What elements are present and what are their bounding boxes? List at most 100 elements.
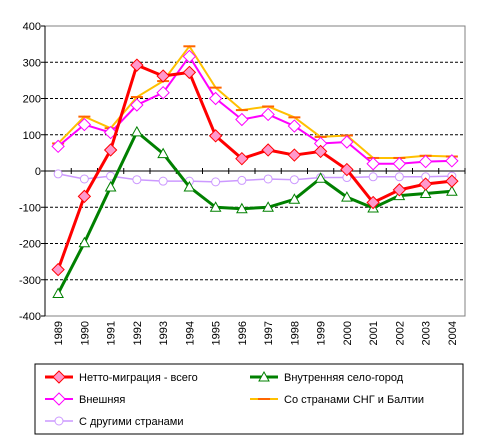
legend-item: Внешняя: [45, 392, 125, 406]
x-tick-label: 2000: [342, 321, 354, 345]
y-tick-label: 0: [35, 166, 41, 178]
series-5: [53, 169, 457, 187]
data-point: [78, 236, 91, 248]
data-point: [263, 174, 273, 184]
data-point: [445, 174, 459, 188]
data-point: [289, 175, 299, 185]
data-point: [340, 135, 354, 149]
data-point: [235, 112, 249, 127]
x-tick-label: 1993: [158, 321, 170, 345]
data-point: [313, 144, 328, 159]
data-point: [366, 195, 380, 210]
data-point: [209, 201, 222, 212]
x-tick-label: 1998: [289, 321, 301, 345]
data-point: [418, 177, 433, 191]
legend-label: С другими странами: [79, 416, 184, 428]
data-point: [288, 193, 301, 204]
x-tick-label: 1995: [211, 321, 223, 345]
data-point: [77, 117, 92, 132]
y-tick-label: -200: [19, 239, 41, 251]
data-point: [182, 65, 197, 80]
data-point: [51, 262, 65, 277]
data-point: [53, 169, 63, 179]
axes: [41, 25, 466, 317]
x-tick-label: 1996: [237, 321, 249, 345]
data-point: [103, 143, 118, 157]
data-point: [79, 174, 89, 184]
x-tick-label: 1992: [132, 321, 144, 345]
data-point: [132, 175, 142, 185]
data-point: [287, 148, 302, 162]
x-tick-label: 1991: [106, 321, 118, 345]
legend-item: Внутренняя село-город: [250, 370, 404, 384]
x-tick-label: 1994: [184, 321, 196, 345]
data-point: [235, 151, 249, 166]
data-point: [183, 180, 196, 192]
legend-marker: [52, 370, 66, 384]
y-tick-label: -300: [19, 275, 41, 287]
series-layer: [51, 45, 459, 299]
data-point: [394, 172, 404, 182]
x-tick-label: 2003: [421, 321, 433, 345]
data-point: [261, 143, 275, 157]
legend-marker: [54, 416, 64, 426]
data-point: [211, 177, 221, 187]
data-point: [208, 91, 223, 106]
series-1: [51, 58, 459, 277]
legend-marker: [258, 370, 270, 382]
data-point: [287, 119, 302, 133]
x-tick-label: 1990: [79, 321, 91, 345]
data-point: [392, 157, 407, 171]
data-point: [368, 172, 378, 182]
series-line: [57, 45, 452, 159]
legend-item: Со странами СНГ и Балтии: [250, 394, 424, 406]
legend-item: С другими странами: [45, 416, 184, 428]
x-tick-label: 2002: [394, 321, 406, 345]
data-point: [341, 191, 353, 202]
y-tick-label: 400: [23, 21, 41, 33]
data-point: [104, 180, 117, 192]
data-point: [182, 49, 197, 64]
y-tick-label: 100: [23, 130, 41, 142]
series-3: [51, 49, 459, 171]
legend-label: Внутренняя село-город: [284, 372, 404, 384]
y-tick-label: 200: [23, 94, 41, 106]
legend-label: Нетто-миграция - всего: [79, 372, 198, 384]
data-point: [237, 175, 247, 185]
x-tick-label: 1997: [263, 321, 275, 345]
data-point: [262, 201, 274, 212]
y-tick-label: -100: [19, 202, 41, 214]
data-point: [157, 147, 169, 159]
x-tick-label: 2001: [368, 321, 380, 345]
data-point: [131, 125, 143, 137]
x-tick-label: 1999: [316, 321, 328, 345]
data-point: [418, 154, 433, 169]
data-point: [156, 85, 170, 100]
data-point: [156, 69, 170, 83]
legend-label: Со странами СНГ и Балтии: [284, 394, 424, 406]
legend-label: Внешняя: [79, 394, 125, 406]
data-point: [392, 183, 407, 197]
data-point: [158, 176, 168, 186]
series-line: [56, 130, 452, 295]
data-point: [261, 107, 275, 122]
series-line: [57, 173, 452, 183]
series-line: [57, 55, 452, 165]
legend-item: Нетто-миграция - всего: [45, 370, 198, 384]
series-line: [56, 63, 453, 271]
data-point: [419, 187, 432, 198]
data-point: [314, 172, 327, 183]
data-point: [130, 98, 144, 112]
legend-box: [34, 363, 464, 435]
data-point: [77, 189, 92, 204]
data-point: [51, 139, 65, 154]
data-point: [366, 157, 380, 171]
x-tick-labels: 1989 1990 1991 1992 1993 1994 1995 1996 1997 1998…: [53, 321, 459, 345]
legend: Нетто-миграция - всего Внутренняя село-го…: [45, 370, 424, 428]
data-point: [208, 129, 223, 143]
data-point: [445, 154, 459, 168]
legend-marker: [52, 392, 66, 406]
data-point: [52, 287, 64, 299]
y-tick-label: 300: [23, 57, 41, 69]
